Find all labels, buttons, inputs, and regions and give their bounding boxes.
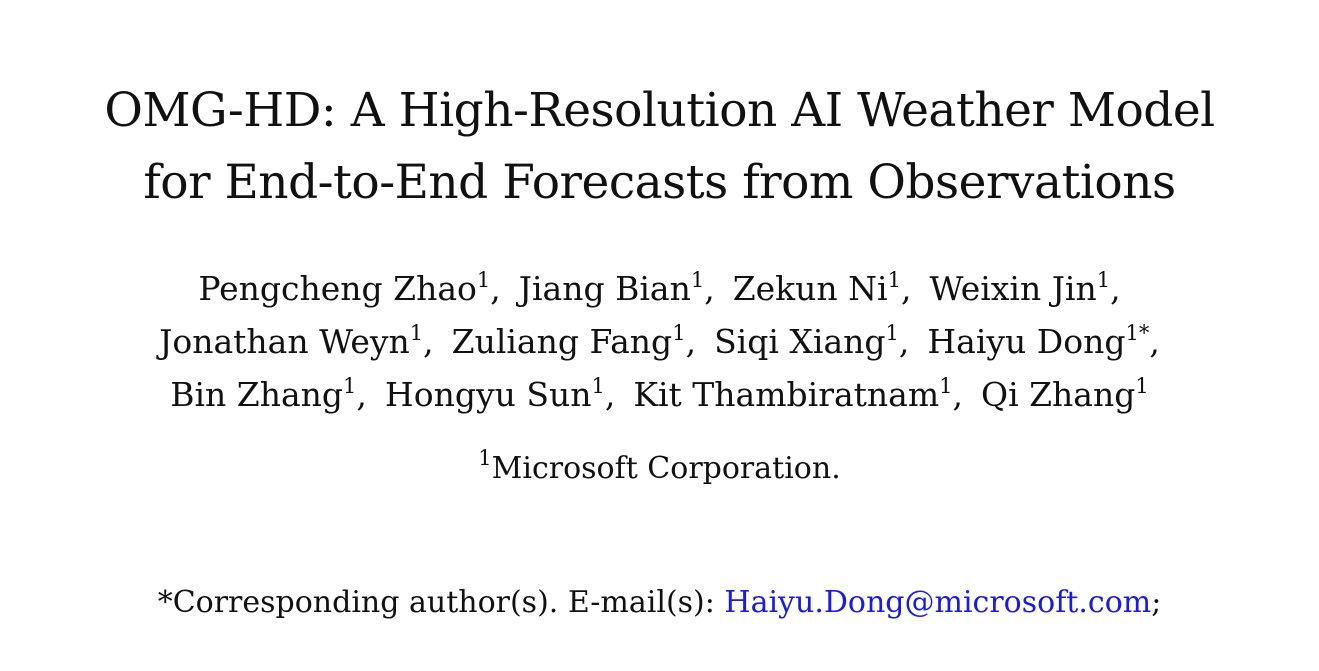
author-affiliation-mark: 1 (885, 321, 899, 345)
author-line: Bin Zhang1, Hongyu Sun1, Kit Thambiratnam1… (0, 368, 1319, 421)
author-name: Weixin Jin (929, 269, 1097, 308)
author: Zekun Ni1, (733, 269, 912, 308)
paper-title: OMG-HD: A High-Resolution AI Weather Mod… (0, 75, 1319, 219)
author-name: Siqi Xiang (714, 322, 886, 361)
author-separator: , (900, 269, 912, 308)
author-line: Jonathan Weyn1, Zuliang Fang1, Siqi Xiang1… (0, 315, 1319, 368)
author-affiliation-mark: 1 (476, 268, 491, 292)
author-affiliation-mark: 1 (672, 321, 686, 345)
author-separator: , (356, 375, 367, 414)
author: Haiyu Dong1*, (927, 322, 1159, 361)
author: Zuliang Fang1, (452, 322, 696, 361)
author-separator: , (704, 269, 715, 308)
author-separator: , (604, 375, 616, 414)
author-separator: , (1110, 269, 1121, 308)
author: Siqi Xiang1, (714, 322, 909, 361)
author-name: Haiyu Dong (927, 322, 1126, 361)
affiliation-name: Microsoft Corporation. (491, 451, 841, 486)
author-separator: , (490, 269, 501, 308)
corresponding-prefix: *Corresponding author(s). E-mail(s): (157, 585, 725, 620)
affiliation: 1Microsoft Corporation. (0, 444, 1319, 494)
author: Pengcheng Zhao1, (198, 269, 500, 308)
title-line-2: for End-to-End Forecasts from Observatio… (143, 155, 1176, 211)
author-name: Jiang Bian (518, 269, 691, 308)
author-affiliation-mark: 1 (939, 374, 953, 398)
author-separator: , (898, 322, 910, 361)
author-name: Kit Thambiratnam (633, 375, 940, 414)
author-affiliation-mark: 1 (1135, 374, 1149, 398)
author-name: Hongyu Sun (384, 375, 592, 414)
author: Kit Thambiratnam1, (633, 375, 963, 414)
author-line: Pengcheng Zhao1, Jiang Bian1, Zekun Ni1, We… (0, 262, 1319, 315)
author-affiliation-mark: 1 (887, 268, 901, 292)
author-separator: , (1149, 322, 1160, 361)
author-name: Jonathan Weyn (159, 322, 410, 361)
author: Jonathan Weyn1, (159, 322, 434, 361)
author-affiliation-mark: 1* (1125, 321, 1150, 345)
author: Weixin Jin1, (929, 269, 1120, 308)
author: Bin Zhang1, (170, 375, 367, 414)
author: Jiang Bian1, (519, 269, 715, 308)
corresponding-suffix: ; (1151, 585, 1162, 620)
title-line-1: OMG-HD: A High-Resolution AI Weather Mod… (104, 83, 1215, 139)
author-affiliation-mark: 1 (409, 321, 424, 345)
author-separator: , (423, 322, 434, 361)
corresponding-author-note: *Corresponding author(s). E-mail(s): Hai… (0, 578, 1319, 628)
author-affiliation-mark: 1 (591, 374, 605, 398)
author-affiliation-mark: 1 (1096, 268, 1111, 292)
author-separator: , (685, 322, 697, 361)
author-name: Zekun Ni (732, 269, 888, 308)
author-affiliation-mark: 1 (343, 374, 357, 398)
author: Qi Zhang1 (981, 375, 1149, 414)
author-name: Zuliang Fang (451, 322, 673, 361)
author-affiliation-mark: 1 (690, 268, 705, 292)
affiliation-mark: 1 (478, 446, 492, 470)
author-list: Pengcheng Zhao1, Jiang Bian1, Zekun Ni1, We… (0, 262, 1319, 421)
author-separator: , (952, 375, 964, 414)
corresponding-email-link[interactable]: Haiyu.Dong@microsoft.com (724, 585, 1152, 620)
author-name: Pengcheng Zhao (198, 269, 477, 308)
author-name: Qi Zhang (981, 375, 1136, 414)
author: Hongyu Sun1, (385, 375, 615, 414)
author-name: Bin Zhang (170, 375, 344, 414)
